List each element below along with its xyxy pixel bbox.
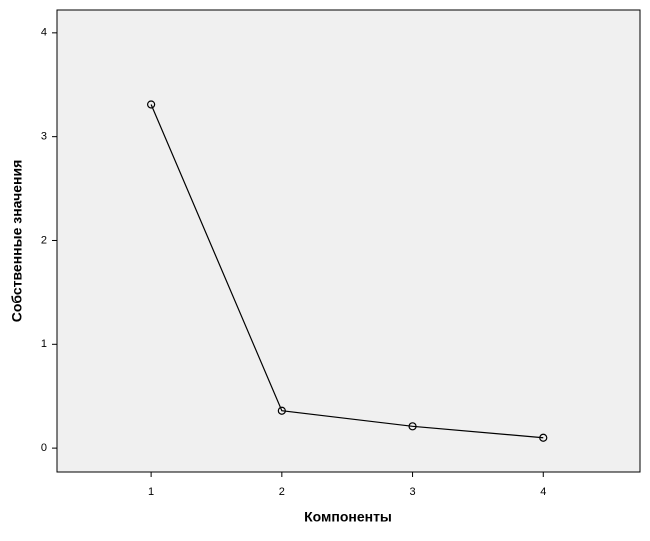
- y-tick-label: 3: [41, 131, 47, 143]
- plot-area: [56, 9, 641, 473]
- point: [539, 433, 548, 442]
- x-tick-label: 1: [148, 486, 154, 498]
- x-axis-title: Компоненты: [304, 509, 392, 525]
- y-tick-label: 0: [41, 442, 47, 454]
- x-tick-label: 4: [540, 486, 546, 498]
- point: [408, 422, 417, 431]
- point: [277, 406, 286, 415]
- point: [147, 100, 156, 109]
- line: [150, 104, 544, 439]
- y-tick-label: 1: [41, 338, 47, 350]
- x-tick-label: 3: [409, 486, 415, 498]
- x-tick-label: 2: [279, 486, 285, 498]
- y-tick-label: 4: [41, 27, 47, 39]
- y-axis-title: Собственные значения: [9, 160, 25, 323]
- y-tick-label: 2: [41, 234, 47, 246]
